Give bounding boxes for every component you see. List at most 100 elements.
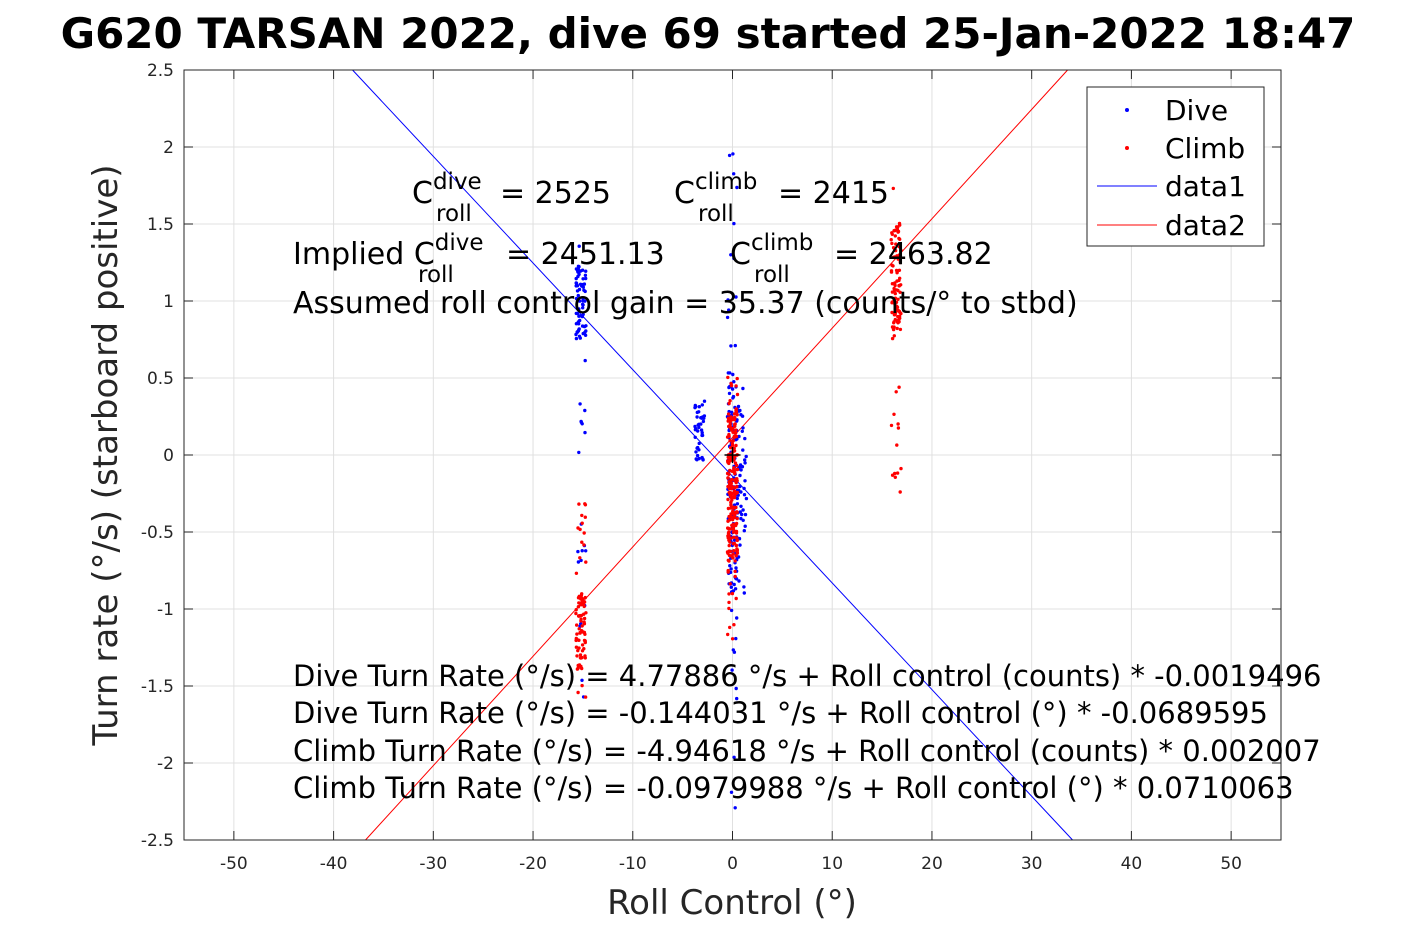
climb-point <box>733 471 737 475</box>
climb-point <box>892 412 896 416</box>
climb-point <box>576 690 580 695</box>
dive-point <box>693 435 697 439</box>
dive-point <box>583 358 587 363</box>
climb-point <box>578 631 582 635</box>
climb-point <box>899 248 903 253</box>
dive-point <box>574 332 578 337</box>
dive-point <box>578 299 582 303</box>
climb-point <box>727 600 731 605</box>
climb-point <box>730 591 735 596</box>
climb-point <box>727 518 732 522</box>
dive-point <box>580 314 584 319</box>
climb-point <box>583 595 587 600</box>
climb-point <box>893 283 897 288</box>
dive-point <box>578 282 583 286</box>
climb-point <box>580 624 584 628</box>
dive-point <box>739 504 743 508</box>
dive-point <box>582 288 586 292</box>
climb-point <box>897 385 901 389</box>
dive-point <box>580 324 585 328</box>
dive-point <box>577 307 581 311</box>
dive-point <box>740 429 744 433</box>
climb-point <box>726 632 730 637</box>
climb-point <box>726 484 730 489</box>
dive-point <box>742 493 747 497</box>
dive-point <box>581 296 585 301</box>
dive-point <box>583 430 587 435</box>
equation-dive-degrees: Dive Turn Rate (°/s) = -0.144031 °/s + R… <box>293 696 1268 730</box>
climb-point <box>734 410 739 414</box>
climb-point <box>890 232 894 236</box>
dive-point <box>702 416 706 420</box>
x-tick-label: 0 <box>727 854 738 874</box>
dive-point <box>731 152 735 156</box>
climb-point <box>733 569 737 574</box>
climb-point <box>582 531 586 535</box>
dive-point <box>741 508 745 512</box>
climb-point <box>582 647 586 651</box>
climb-point <box>729 503 733 507</box>
climb-point <box>891 186 895 191</box>
roll-gain-label: Assumed roll control gain = 35.37 (count… <box>293 286 1078 321</box>
climb-point <box>893 471 897 476</box>
dive-point <box>731 372 735 377</box>
dive-point <box>575 289 580 293</box>
implied-c-roll-dive-label: Implied Cdive roll= 2451.13 <box>293 230 665 288</box>
dive-point <box>736 404 741 409</box>
climb-point <box>891 255 896 260</box>
climb-point <box>735 467 739 472</box>
climb-point <box>582 543 586 547</box>
dive-point <box>743 512 748 517</box>
climb-point <box>728 399 732 403</box>
climb-point <box>729 527 733 531</box>
climb-point <box>735 510 739 515</box>
climb-point <box>898 310 902 314</box>
y-axis-ticks: -2.5 -2 -1.5 -1 -0.5 0 0.5 1 1.5 2 2.5 <box>141 61 1281 851</box>
climb-point <box>897 236 901 241</box>
climb-point <box>894 390 898 394</box>
climb-point <box>895 326 899 331</box>
dive-point <box>576 270 580 274</box>
climb-point <box>732 535 736 539</box>
dive-point <box>700 433 705 438</box>
dive-point <box>578 318 582 323</box>
y-tick-label: -1.5 <box>141 677 174 697</box>
climb-point <box>733 461 738 465</box>
climb-point <box>728 625 732 630</box>
dive-point <box>729 253 733 257</box>
climb-point <box>728 419 732 424</box>
x-tick-label: 20 <box>921 854 943 874</box>
climb-point <box>728 540 732 544</box>
climb-point <box>729 554 733 558</box>
climb-point <box>731 522 736 526</box>
climb-point <box>896 321 900 325</box>
climb-point <box>726 459 730 463</box>
dive-point <box>579 558 583 563</box>
x-tick-label: -50 <box>220 854 248 874</box>
dive-point <box>574 336 579 341</box>
dive-point <box>734 636 738 641</box>
climb-point <box>735 547 739 551</box>
climb-point <box>727 432 731 437</box>
climb-point <box>574 608 578 612</box>
climb-point <box>726 416 731 420</box>
dive-point <box>697 405 701 409</box>
dive-point <box>732 380 736 384</box>
climb-point <box>727 592 731 596</box>
x-tick-label: 50 <box>1220 854 1242 874</box>
climb-point <box>576 614 581 618</box>
climb-point <box>726 531 731 535</box>
climb-point <box>729 487 734 491</box>
climb-point <box>894 225 899 229</box>
dive-point <box>695 415 699 419</box>
y-tick-label: 2 <box>163 138 174 158</box>
dive-point <box>734 295 738 299</box>
climb-point <box>574 611 578 616</box>
dive-point <box>701 457 705 461</box>
climb-point <box>578 556 582 560</box>
dive-point <box>574 322 579 326</box>
legend-climb-marker <box>1125 146 1129 150</box>
dive-point <box>735 696 739 701</box>
climb-point <box>576 648 580 653</box>
